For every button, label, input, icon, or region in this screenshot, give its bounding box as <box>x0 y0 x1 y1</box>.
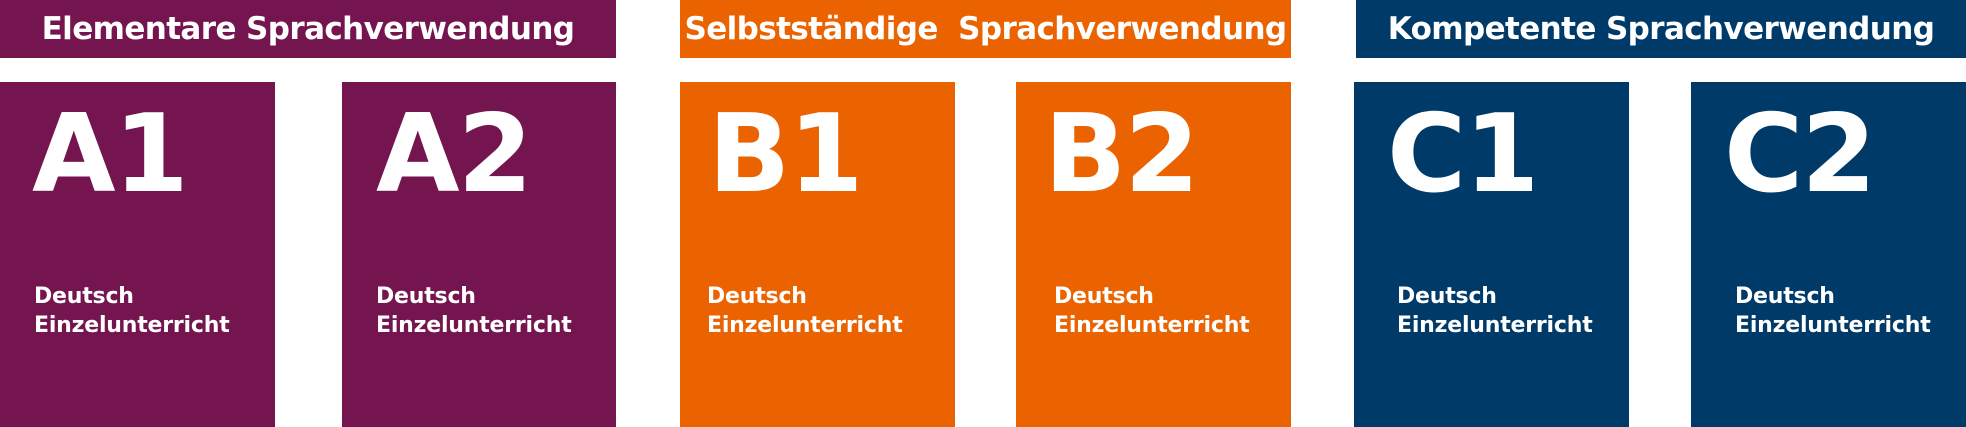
level-description-a2: Deutsch Einzelunterricht <box>376 282 572 340</box>
level-card-b2: B2 Deutsch Einzelunterricht <box>1016 82 1291 427</box>
level-desc-line1: Deutsch <box>34 284 134 309</box>
level-desc-line2: Einzelunterricht <box>1735 313 1931 338</box>
level-card-a2: A2 Deutsch Einzelunterricht <box>342 82 616 427</box>
level-code-b1: B1 <box>708 92 863 217</box>
level-desc-line1: Deutsch <box>1735 284 1835 309</box>
level-code-a2: A2 <box>376 92 533 217</box>
level-description-b2: Deutsch Einzelunterricht <box>1054 282 1250 340</box>
group-label-independent: Selbstständige Sprachverwendung <box>684 11 1287 47</box>
level-card-c2: C2 Deutsch Einzelunterricht <box>1691 82 1966 427</box>
level-description-c1: Deutsch Einzelunterricht <box>1397 282 1593 340</box>
level-code-c2: C2 <box>1724 92 1876 217</box>
level-desc-line2: Einzelunterricht <box>707 313 903 338</box>
level-description-b1: Deutsch Einzelunterricht <box>707 282 903 340</box>
level-desc-line2: Einzelunterricht <box>34 313 230 338</box>
level-card-b1: B1 Deutsch Einzelunterricht <box>680 82 955 427</box>
group-banner-independent: Selbstständige Sprachverwendung <box>680 0 1291 58</box>
group-banner-proficient: Kompetente Sprachverwendung <box>1356 0 1966 58</box>
group-label-elementary: Elementare Sprachverwendung <box>41 11 575 47</box>
group-banner-elementary: Elementare Sprachverwendung <box>0 0 616 58</box>
level-desc-line1: Deutsch <box>1054 284 1154 309</box>
level-desc-line2: Einzelunterricht <box>376 313 572 338</box>
group-label-proficient: Kompetente Sprachverwendung <box>1387 11 1935 47</box>
level-card-c1: C1 Deutsch Einzelunterricht <box>1354 82 1629 427</box>
level-desc-line2: Einzelunterricht <box>1397 313 1593 338</box>
level-code-c1: C1 <box>1387 92 1539 217</box>
level-description-c2: Deutsch Einzelunterricht <box>1735 282 1931 340</box>
level-code-b2: B2 <box>1044 92 1199 217</box>
level-description-a1: Deutsch Einzelunterricht <box>34 282 230 340</box>
level-card-a1: A1 Deutsch Einzelunterricht <box>0 82 275 427</box>
level-code-a1: A1 <box>32 92 189 217</box>
level-desc-line1: Deutsch <box>1397 284 1497 309</box>
level-desc-line1: Deutsch <box>376 284 476 309</box>
level-desc-line1: Deutsch <box>707 284 807 309</box>
level-desc-line2: Einzelunterricht <box>1054 313 1250 338</box>
